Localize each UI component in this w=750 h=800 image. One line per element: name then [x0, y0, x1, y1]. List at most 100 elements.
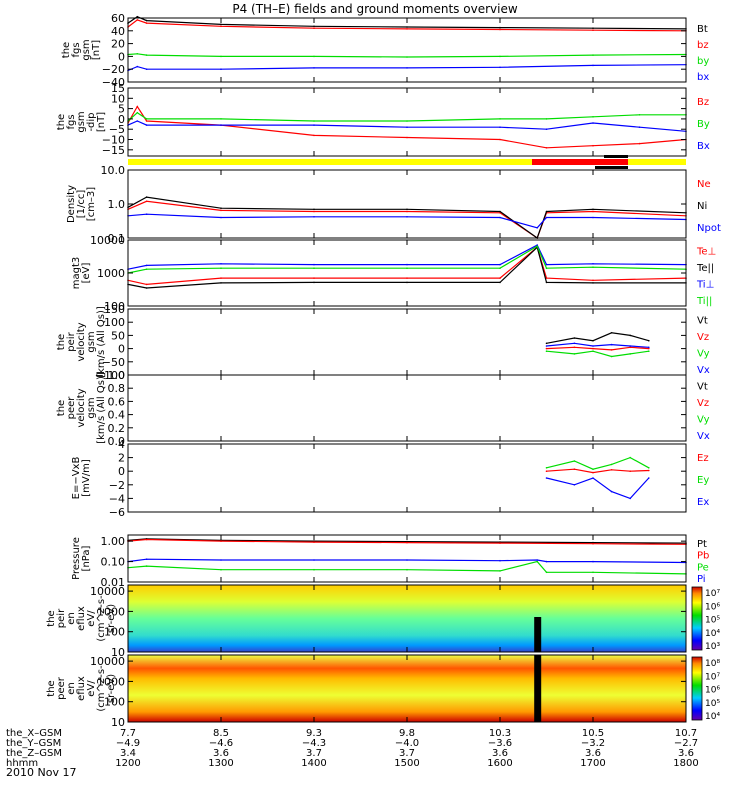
- y-axis-label: (cm^2-s-: [96, 595, 107, 642]
- series-Ni: [127, 196, 687, 239]
- y-tick-label: 10000: [90, 234, 125, 247]
- data-point: [136, 111, 139, 114]
- colorbar-tick-label: 10⁴: [705, 712, 720, 722]
- data-point: [629, 345, 631, 347]
- y-axis-label: the: [61, 42, 72, 58]
- data-point: [499, 542, 501, 544]
- y-tick-label: 0.8: [108, 382, 126, 395]
- data-point: [638, 142, 641, 145]
- data-point: [145, 264, 148, 267]
- data-point: [629, 346, 631, 349]
- y-axis-label: gsm: [76, 111, 87, 132]
- legend-entry: Vt: [697, 315, 708, 326]
- legend-entry: Npot: [697, 223, 721, 234]
- data-point: [573, 342, 576, 345]
- data-point: [499, 216, 501, 219]
- y-tick-label: 0: [118, 113, 125, 126]
- ephemeris-label: hhmm: [6, 758, 38, 769]
- data-point: [499, 55, 501, 58]
- series-Npot: [127, 213, 687, 229]
- data-point: [610, 463, 613, 466]
- series-Te⊥: [127, 246, 687, 286]
- colorbar-tick-label: 10⁵: [705, 616, 720, 626]
- colorbar-tick-label: 10⁶: [705, 602, 720, 612]
- y-tick-label: −4: [109, 492, 125, 505]
- data-point: [592, 210, 594, 213]
- series-Ti||: [127, 245, 687, 274]
- legend-entry: bx: [697, 72, 709, 83]
- y-axis-label: eV/: [86, 610, 97, 627]
- series-Ez: [546, 468, 649, 474]
- data-point: [545, 277, 548, 279]
- series-Ti⊥: [127, 244, 687, 270]
- y-axis-label: E=−VxB: [71, 457, 82, 500]
- data-point: [313, 216, 315, 218]
- y-axis-label: eV/: [86, 680, 97, 697]
- y-axis-label: [cm–3]: [86, 187, 97, 222]
- ephemeris-value: −2.7: [674, 738, 698, 749]
- legend-entry: Te||: [696, 263, 714, 274]
- y-tick-label: 0: [118, 465, 125, 478]
- colorbar-tick-label: 10⁷: [705, 672, 720, 682]
- y-tick-label: 10: [111, 646, 125, 659]
- y-tick-label: −10: [102, 134, 125, 147]
- data-point: [145, 22, 148, 24]
- y-axis-label: magt3: [71, 257, 82, 290]
- data-point: [136, 53, 139, 55]
- y-tick-label: 150: [104, 303, 125, 316]
- data-point: [406, 263, 408, 266]
- data-gap: [534, 617, 542, 652]
- data-point: [220, 559, 222, 561]
- data-point: [592, 345, 594, 347]
- y-tick-label: −2: [109, 479, 125, 492]
- panel-frame: [127, 374, 687, 442]
- data-point: [648, 350, 650, 353]
- data-point: [592, 468, 594, 471]
- mode-bar-wave: [595, 166, 628, 169]
- y-axis-label: -dip: [86, 112, 97, 131]
- ephemeris-value: 3.6: [678, 748, 694, 759]
- data-point: [536, 560, 538, 563]
- data-point: [592, 64, 594, 67]
- figure-title: P4 (TH–E) fields and ground moments over…: [232, 2, 517, 16]
- data-point: [220, 277, 222, 279]
- series-Pt: [127, 538, 687, 544]
- data-point: [545, 467, 548, 469]
- y-axis-label: en: [66, 682, 77, 695]
- data-point: [220, 568, 222, 571]
- y-tick-label: 0.4: [108, 409, 126, 422]
- series-Ey: [546, 456, 650, 470]
- y-axis-label: the: [56, 400, 67, 416]
- data-point: [145, 196, 148, 198]
- y-tick-label: 1000: [97, 605, 125, 618]
- y-axis-label: the: [56, 334, 67, 350]
- y-tick-label: 100: [104, 626, 125, 639]
- y-tick-label: −15: [102, 144, 125, 157]
- y-axis-label: the: [56, 114, 67, 130]
- panel-peer-velocity: 1.00.80.60.40.20.0 the peer velocity gsm [km/…: [56, 369, 710, 448]
- data-point: [648, 346, 650, 349]
- spectrogram-image: [128, 655, 686, 722]
- data-point: [136, 65, 139, 68]
- legend-entry: Vx: [697, 365, 710, 376]
- series-Vt: [546, 332, 649, 344]
- panel-frame: [127, 308, 687, 376]
- data-point: [313, 210, 315, 213]
- y-axis-label: [km/s (All Qs)]: [96, 372, 107, 444]
- legend-entry: Bx: [697, 141, 710, 152]
- legend-entry: Vy: [697, 348, 710, 359]
- y-tick-label: −20: [102, 63, 125, 76]
- y-tick-label: 5: [118, 103, 125, 116]
- data-point: [648, 477, 650, 479]
- y-tick-label: −100: [95, 369, 125, 382]
- y-axis-label: [nT]: [96, 112, 107, 132]
- data-point: [406, 210, 408, 213]
- data-point: [592, 116, 594, 118]
- data-point: [499, 263, 501, 266]
- colorbar-tick-label: 10⁵: [705, 699, 720, 709]
- legend-entry: Ex: [697, 497, 709, 508]
- panel-frame: [127, 443, 687, 513]
- series-Pi: [127, 558, 687, 564]
